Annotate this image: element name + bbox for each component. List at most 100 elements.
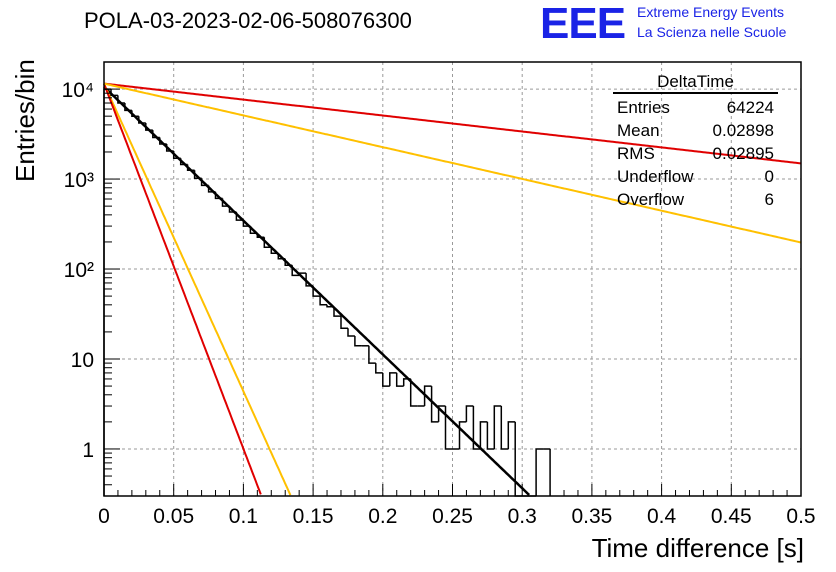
stats-value: 0: [764, 167, 774, 186]
x-tick-label: 0.35: [571, 505, 612, 528]
stats-row: Overflow 6: [613, 188, 778, 211]
histogram-bin: [333, 306, 341, 317]
histogram-bin: [110, 89, 118, 97]
histogram-bin: [375, 363, 383, 374]
histogram-bin: [117, 95, 125, 104]
y-tick-label: 10³: [64, 169, 94, 192]
axis-ticks: [103, 88, 802, 497]
stats-label: Underflow: [617, 167, 694, 186]
x-tick-label: 0.25: [432, 505, 473, 528]
chart-title: POLA-03-2023-02-06-508076300: [84, 8, 412, 33]
stats-row: RMS 0.02895: [613, 142, 778, 165]
histogram-bin: [423, 385, 432, 406]
histogram-bin: [340, 316, 348, 329]
stats-row: Entries 64224: [613, 96, 778, 119]
eee-logo: EEE: [540, 0, 626, 48]
logo-line-2: La Scienza nelle Scuole: [637, 24, 787, 40]
histogram-bin: [124, 103, 132, 112]
stats-value: 0.02898: [712, 121, 774, 140]
histogram-bin: [152, 130, 160, 139]
histogram-bin: [437, 405, 446, 422]
x-tick-label: 0.2: [368, 505, 397, 528]
histogram-bin: [138, 116, 146, 124]
histogram-bin: [389, 372, 397, 387]
histogram-bin: [186, 164, 195, 172]
histogram-bin: [249, 226, 258, 234]
x-axis-label: Time difference [s]: [591, 533, 804, 563]
histogram-bin: [159, 137, 167, 145]
histogram-bin: [291, 265, 300, 277]
fit-curve-band-upper-steep: [103, 83, 292, 496]
x-tick-label: 0.15: [293, 505, 334, 528]
stats-value: 64224: [726, 98, 774, 117]
histogram-bin: [221, 198, 230, 207]
histogram-bin: [179, 158, 188, 166]
histogram-bin: [214, 191, 223, 200]
fit-curve-band-lower-steep: [103, 83, 262, 495]
x-tick-label: 0.5: [786, 505, 815, 528]
histogram-bin: [172, 151, 181, 160]
fit-curves: [103, 82, 802, 496]
histogram-bin: [319, 296, 327, 306]
x-tick-label: 0.45: [711, 505, 752, 528]
histogram-bin: [430, 386, 439, 423]
histogram-bin: [165, 144, 174, 152]
histogram-bin: [382, 372, 390, 387]
histogram-bin: [486, 421, 495, 450]
x-tick-label: 0.1: [229, 505, 258, 528]
histogram-bin: [402, 378, 411, 387]
histogram-bin: [444, 406, 453, 450]
x-tick-label: 0.4: [647, 505, 677, 528]
stats-value: 6: [764, 190, 774, 209]
histogram-bin: [193, 170, 202, 180]
histogram-bin: [242, 220, 251, 227]
stats-title: DeltaTime: [613, 72, 778, 94]
grid: [104, 62, 801, 496]
histogram-bin: [409, 378, 418, 407]
histogram-bin: [493, 405, 502, 449]
histogram-bin: [472, 406, 481, 450]
histogram-bin: [270, 247, 279, 254]
histogram-bin: [200, 178, 209, 187]
histogram-bin: [145, 123, 153, 131]
histogram-bin: [395, 372, 404, 387]
histogram-bin: [507, 421, 516, 449]
stats-row: Underflow 0: [613, 165, 778, 188]
histogram-bin: [535, 448, 544, 496]
stats-label: RMS: [617, 144, 655, 163]
stats-box: DeltaTime Entries 64224 Mean 0.02898 RMS 0.…: [613, 72, 778, 211]
y-tick-label: 10⁴: [62, 79, 94, 102]
logo-line-1: Extreme Energy Events: [637, 4, 785, 20]
histogram-bin: [277, 253, 286, 260]
x-tick-label: 0.3: [508, 505, 537, 528]
y-tick-label: 10²: [64, 259, 94, 282]
fit-curve-band-lower-flat: [103, 82, 802, 244]
histogram-bin: [458, 421, 467, 449]
histogram-bin: [131, 110, 139, 117]
stats-row: Mean 0.02898: [613, 119, 778, 142]
x-tick-label: 0: [98, 505, 110, 528]
histogram-bin: [305, 273, 314, 287]
stats-label: Overflow: [617, 190, 685, 209]
fit-curve-fit: [103, 85, 531, 496]
x-tick-label: 0.05: [153, 505, 194, 528]
y-axis-label: Entries/bin: [10, 59, 40, 182]
histogram-bin: [207, 185, 216, 193]
histogram-bin: [284, 258, 293, 267]
histogram-bin: [465, 405, 474, 422]
histogram-bin: [235, 212, 244, 221]
histogram-bin: [326, 304, 334, 308]
tick-labels: 0 0.05 0.1 0.15 0.2 0.25 0.3 0.35 0.4 0.45 0.5 1 10 1…: [62, 79, 816, 528]
histogram-bin: [500, 406, 509, 450]
histogram-bin: [479, 421, 488, 449]
histogram-bin: [103, 88, 111, 496]
histogram-bin: [347, 328, 355, 337]
histogram-bin: [312, 285, 321, 297]
stats-label: Entries: [617, 98, 670, 117]
histogram-bin: [368, 345, 376, 364]
histogram-bin: [228, 206, 237, 213]
y-tick-label: 10: [71, 349, 94, 372]
histogram-bin: [263, 237, 272, 248]
stats-label: Mean: [617, 121, 660, 140]
